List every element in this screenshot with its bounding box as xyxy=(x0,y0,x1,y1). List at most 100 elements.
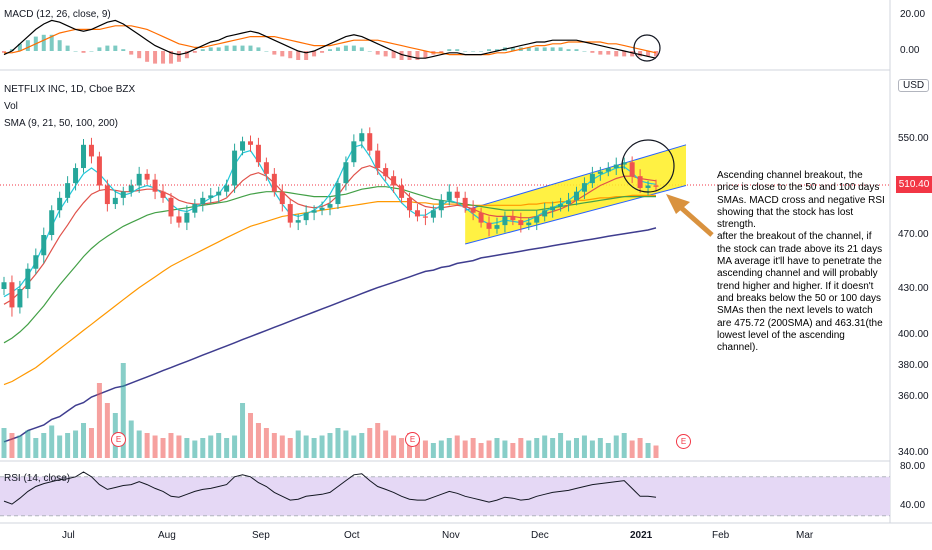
earnings-marker[interactable]: E xyxy=(111,432,126,447)
volume-bar xyxy=(637,438,643,458)
candle-body xyxy=(1,282,7,289)
candle-body xyxy=(279,191,285,205)
volume-bar xyxy=(65,433,71,458)
sma100-line xyxy=(3,194,656,386)
macd-histogram-bar xyxy=(343,45,348,51)
price-candles xyxy=(1,127,659,317)
volume-bar xyxy=(478,443,484,458)
candle-body xyxy=(351,141,357,163)
price-tick-label: 470.00 xyxy=(898,229,929,240)
macd-histogram-bar xyxy=(630,51,635,57)
last-price-tag: 510.40 xyxy=(896,176,932,193)
volume-bar xyxy=(184,438,190,458)
time-tick-label: Jul xyxy=(62,530,75,541)
volume-bar xyxy=(104,403,110,458)
candle-body xyxy=(621,162,627,165)
candle-body xyxy=(104,185,110,205)
volume-bar xyxy=(88,428,94,458)
rsi-tick-label: 80.00 xyxy=(900,461,926,472)
volume-bar xyxy=(375,423,381,458)
candle-body xyxy=(613,164,619,169)
volume-bar xyxy=(208,435,214,458)
rsi-title: RSI (14, close) xyxy=(4,473,71,484)
macd-histogram-bar xyxy=(240,45,245,51)
candle-body xyxy=(9,282,15,308)
volume-bar xyxy=(589,440,595,458)
sma50-line xyxy=(3,186,656,344)
candle-body xyxy=(176,216,182,223)
price-tick-label: 340.00 xyxy=(898,447,929,458)
macd-histogram-bar xyxy=(479,51,484,52)
price-tick-label: 380.00 xyxy=(898,360,929,371)
macd-tick-label: 20.00 xyxy=(900,9,926,20)
volume-bar xyxy=(41,433,47,458)
macd-histogram-bar xyxy=(439,51,444,53)
macd-histogram-bar xyxy=(455,49,460,51)
macd-histogram-bar xyxy=(137,51,142,59)
earnings-marker[interactable]: E xyxy=(405,432,420,447)
volume-bar xyxy=(311,438,317,458)
volume-bar xyxy=(542,435,548,458)
macd-histogram-bar xyxy=(232,45,237,51)
candle-body xyxy=(573,191,579,201)
candle-body xyxy=(383,168,389,177)
macd-histogram-bar xyxy=(184,51,189,59)
macd-histogram-bar xyxy=(296,51,301,60)
macd-histogram-bar xyxy=(622,51,627,57)
macd-line xyxy=(3,19,657,59)
candle-body xyxy=(33,255,39,269)
candle-body xyxy=(200,197,206,205)
volume-bar xyxy=(216,433,222,458)
volume-bar xyxy=(200,438,206,458)
time-tick-label: Feb xyxy=(712,530,730,541)
volume-bar xyxy=(25,430,31,458)
chart-grid xyxy=(0,0,932,524)
macd-histogram-bar xyxy=(312,51,317,57)
macd-histogram-bar xyxy=(57,40,62,51)
volume-bar xyxy=(279,435,285,458)
rsi-line xyxy=(3,471,657,505)
annotation-marks xyxy=(621,34,714,237)
time-tick-label: Sep xyxy=(252,530,270,541)
candle-body xyxy=(263,162,269,174)
candle-body xyxy=(216,191,222,196)
time-tick-label: Mar xyxy=(796,530,814,541)
macd-histogram-bar xyxy=(646,51,651,57)
macd-histogram-bar xyxy=(49,34,54,51)
earnings-marker[interactable]: E xyxy=(676,434,691,449)
candle-body xyxy=(534,216,540,223)
time-tick-label: Oct xyxy=(344,530,360,541)
candle-body xyxy=(558,204,564,207)
volume-bar xyxy=(351,435,357,458)
macd-histogram-bar xyxy=(208,47,213,51)
candle-body xyxy=(335,183,341,205)
macd-histogram-bar xyxy=(566,49,571,51)
macd-histogram-bar xyxy=(41,34,46,51)
candle-body xyxy=(311,210,317,213)
macd-pane xyxy=(2,19,658,64)
candle-body xyxy=(653,185,659,187)
macd-histogram-bar xyxy=(399,51,404,60)
sma-title: SMA (9, 21, 50, 100, 200) xyxy=(4,118,118,129)
macd-histogram-bar xyxy=(73,51,78,52)
macd-histogram-bar xyxy=(176,51,181,62)
currency-label[interactable]: USD xyxy=(898,79,930,92)
price-tick-label: 550.00 xyxy=(898,133,929,144)
volume-bar xyxy=(359,433,365,458)
macd-histogram-bar xyxy=(256,47,261,51)
macd-histogram-bar xyxy=(105,45,110,51)
volume-bar xyxy=(128,420,134,458)
volume-bar xyxy=(240,403,246,458)
candle-body xyxy=(367,133,373,151)
volume-bar xyxy=(263,428,269,458)
macd-histogram-bar xyxy=(272,51,277,55)
candle-body xyxy=(407,197,413,211)
candle-body xyxy=(160,191,166,198)
macd-histogram-bar xyxy=(192,51,197,53)
volume-bar xyxy=(653,445,659,458)
candle-body xyxy=(88,144,94,157)
time-tick-label: 2021 xyxy=(630,530,653,541)
candle-body xyxy=(255,144,261,163)
candle-body xyxy=(446,191,452,201)
candle-body xyxy=(581,183,587,192)
